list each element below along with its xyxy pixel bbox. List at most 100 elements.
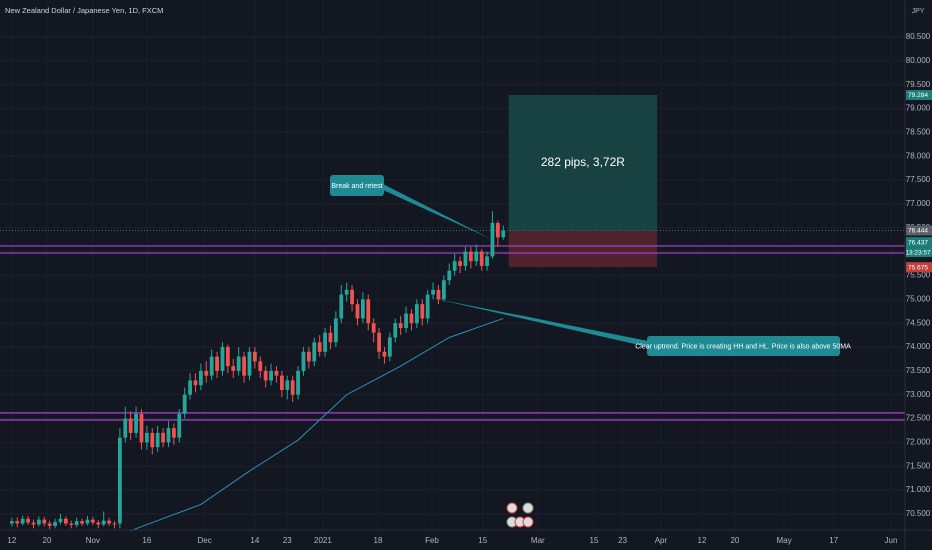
candle-body — [15, 521, 20, 524]
candle — [209, 349, 214, 381]
x-tick-label: 23 — [283, 536, 292, 545]
price-label: 79.284 — [908, 92, 928, 99]
candle — [85, 515, 90, 526]
x-tick-label: 15 — [478, 536, 487, 545]
y-tick-label: 78.500 — [906, 128, 931, 137]
candle-body — [209, 356, 214, 376]
candle-body — [123, 418, 128, 438]
candle — [436, 285, 441, 305]
candle — [150, 428, 155, 455]
candle-body — [306, 351, 311, 362]
countdown: 13:23:57 — [905, 249, 931, 256]
x-tick-label: Dec — [198, 536, 212, 545]
marks — [9, 211, 506, 532]
candle — [285, 375, 290, 400]
candle-body — [409, 313, 414, 324]
callout-pointer — [383, 184, 491, 239]
candle-body — [312, 342, 317, 362]
candle-body — [63, 518, 68, 524]
candle-body — [479, 251, 484, 266]
candle-body — [474, 251, 479, 262]
y-tick-label: 73.000 — [906, 390, 931, 399]
x-tick-label: 20 — [43, 536, 52, 545]
candle — [301, 347, 306, 376]
candle-body — [285, 380, 290, 390]
position-label: 282 pips, 3,72R — [541, 155, 625, 169]
candle-body — [366, 299, 371, 324]
event-icons[interactable] — [506, 502, 534, 528]
candle-body — [188, 380, 192, 395]
candle-body — [436, 289, 441, 300]
candle — [306, 347, 311, 369]
candle-body — [463, 251, 468, 266]
candle — [485, 251, 489, 271]
candle — [204, 361, 209, 383]
candle — [80, 518, 84, 526]
candle-body — [90, 519, 95, 523]
candle — [274, 366, 279, 383]
candle-body — [317, 342, 322, 352]
y-tick-label: 71.500 — [906, 461, 931, 470]
price-label-bg — [906, 225, 932, 236]
annotation: Clear uptrend. Price is creating HH and … — [635, 343, 851, 350]
candle — [198, 363, 203, 390]
candle-body — [360, 299, 365, 319]
candle-body — [344, 289, 349, 295]
candle-body — [101, 520, 106, 525]
candle — [247, 347, 252, 381]
event-icon[interactable] — [522, 502, 534, 514]
candle — [225, 344, 230, 374]
candle-body — [425, 294, 430, 319]
candle-body — [204, 370, 209, 376]
candle — [495, 220, 500, 247]
y-tick-label: 79.500 — [906, 80, 931, 89]
candle — [144, 425, 149, 450]
candle — [20, 515, 25, 526]
y-tick-label: 71.000 — [906, 485, 931, 494]
candle — [490, 211, 495, 259]
candle — [123, 406, 128, 443]
candle — [468, 246, 473, 269]
x-tick-label: 17 — [829, 536, 838, 545]
candle-body — [225, 347, 230, 367]
annotation: Break and retest — [331, 183, 382, 190]
candle — [263, 366, 268, 388]
candle-body — [182, 394, 187, 414]
candle-body — [274, 370, 279, 376]
callout-box — [647, 336, 840, 356]
candle-body — [36, 519, 41, 525]
x-tick-label: 2021 — [314, 536, 332, 545]
candle-body — [177, 413, 182, 438]
y-tick-label: 77.000 — [906, 199, 931, 208]
candle-body — [263, 370, 268, 381]
x-tick-label: 14 — [250, 536, 259, 545]
x-tick-label: 12 — [7, 536, 16, 545]
y-tick-label: 79.000 — [906, 104, 931, 113]
candle-body — [220, 347, 225, 371]
countdown-bg — [906, 247, 932, 258]
candle-body — [382, 351, 387, 357]
price-label-bg — [906, 90, 932, 101]
candle — [463, 246, 468, 271]
y-tick-label: 73.500 — [906, 366, 931, 375]
event-icon[interactable] — [522, 516, 534, 528]
candle — [74, 517, 79, 528]
y-tick-label: 70.500 — [906, 509, 931, 518]
y-tick-label: 80.000 — [906, 56, 931, 65]
event-icon[interactable] — [506, 502, 518, 514]
candle-body — [247, 351, 252, 376]
candle-body — [144, 432, 149, 443]
price-label: 76.444 — [908, 228, 928, 235]
candle — [166, 420, 171, 448]
candle-body — [171, 428, 176, 438]
y-tick-label: 80.500 — [906, 32, 931, 41]
candle-body — [242, 356, 246, 376]
candle — [231, 358, 236, 379]
callout-pointer — [510, 313, 648, 346]
x-tick-label: 16 — [142, 536, 151, 545]
x-tick-label: May — [776, 536, 791, 545]
candle — [414, 299, 419, 328]
candle — [387, 332, 392, 362]
x-tick-label: 18 — [374, 536, 383, 545]
candle-body — [420, 304, 425, 319]
